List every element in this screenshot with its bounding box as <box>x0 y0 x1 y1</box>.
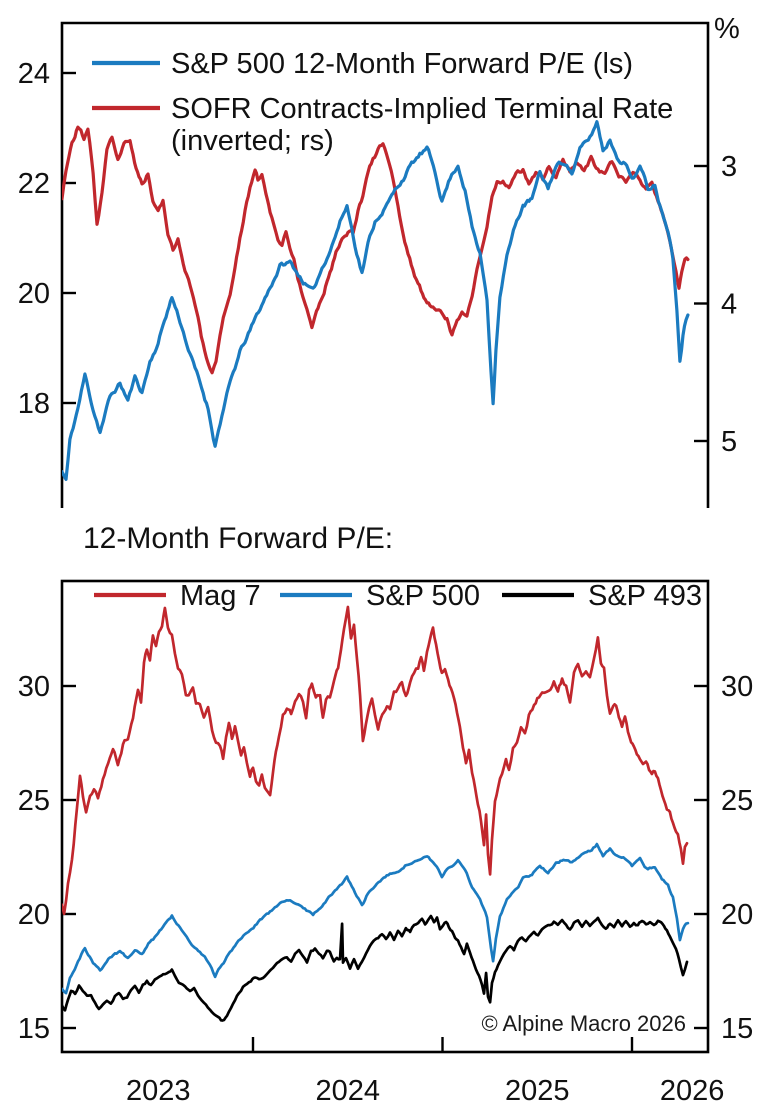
svg-text:2025: 2025 <box>505 1075 570 1107</box>
series-mag-7 <box>62 605 689 916</box>
svg-text:18: 18 <box>18 388 50 420</box>
svg-text:15: 15 <box>721 1013 753 1045</box>
svg-text:25: 25 <box>18 785 50 817</box>
series-s-p-500 <box>62 842 690 995</box>
svg-text:24: 24 <box>18 58 50 90</box>
svg-text:22: 22 <box>18 168 50 200</box>
legend-label-sp493: S&P 493 <box>588 580 702 612</box>
bottom-panel-legend: Mag 7 S&P 500 S&P 493 <box>94 580 702 612</box>
series-s-p-500-12-month-forward-p-e <box>62 120 690 481</box>
axes-layer: 24 22 20 18 3 4 5 30 25 20 15 30 25 20 15 2023 2024 2025 2… <box>18 21 753 1107</box>
svg-text:20: 20 <box>721 899 753 931</box>
svg-text:2024: 2024 <box>315 1075 380 1107</box>
svg-text:2026: 2026 <box>660 1075 725 1107</box>
svg-text:5: 5 <box>721 426 737 458</box>
svg-text:20: 20 <box>18 278 50 310</box>
legend-label-sofr: SOFR Contracts-Implied Terminal Rate <box>171 93 673 125</box>
bottom-panel-title: 12-Month Forward P/E: <box>83 522 393 555</box>
series-sofr-contracts-implied-terminal-rate <box>62 125 690 375</box>
svg-text:30: 30 <box>721 671 753 703</box>
legend-label-sofr-line2: (inverted; rs) <box>171 125 334 157</box>
copyright-notice: © Alpine Macro 2026 <box>481 1011 686 1036</box>
top-panel-legend: S&P 500 12-Month Forward P/E (ls) SOFR C… <box>92 48 673 157</box>
legend-label-sp500: S&P 500 <box>366 580 480 612</box>
svg-text:3: 3 <box>721 151 737 183</box>
svg-text:4: 4 <box>721 289 737 321</box>
svg-text:20: 20 <box>18 899 50 931</box>
legend-label-sp500-pe: S&P 500 12-Month Forward P/E (ls) <box>171 48 633 80</box>
series-s-p-493 <box>62 914 689 1022</box>
series-layer <box>62 120 690 1022</box>
svg-text:2023: 2023 <box>126 1075 191 1107</box>
svg-text:25: 25 <box>721 785 753 817</box>
svg-text:15: 15 <box>18 1013 50 1045</box>
svg-text:30: 30 <box>18 671 50 703</box>
right-axis-unit-percent: % <box>714 13 740 45</box>
legend-label-mag7: Mag 7 <box>180 580 261 612</box>
